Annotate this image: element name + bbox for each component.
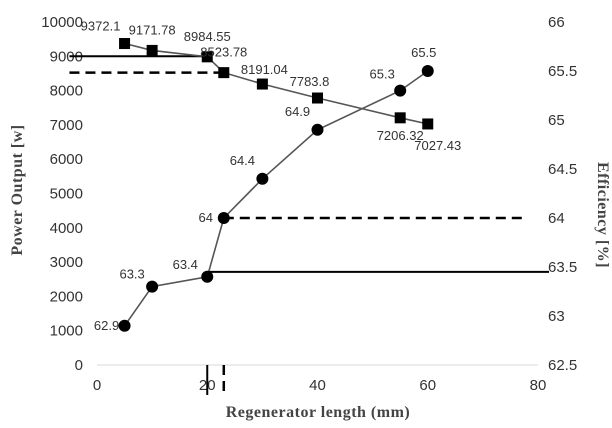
power-output-data-label: 7206.32 <box>377 128 424 143</box>
y-tick-label: 4000 <box>50 220 83 237</box>
efficiency-marker <box>201 270 214 283</box>
power-output-data-label: 7783.8 <box>290 74 330 89</box>
efficiency-marker <box>146 280 159 293</box>
y-tick-label: 5000 <box>50 186 83 203</box>
y2-tick-label: 63.5 <box>548 259 577 276</box>
power-output-data-label: 8523.78 <box>200 45 247 60</box>
reference-lines-layer <box>69 55 550 395</box>
power-output-marker <box>394 112 406 124</box>
power-output-marker <box>201 51 213 63</box>
y-tick-label: 9000 <box>50 48 83 65</box>
y-tick-label: 10000 <box>41 14 83 31</box>
y2-tick-label: 62.5 <box>548 357 577 374</box>
y2-tick-label: 64 <box>548 210 565 227</box>
power-output-marker <box>119 38 131 50</box>
y2-axis-title: Efficiency [%] <box>594 162 611 268</box>
axes-layer: 0 1000 2000 3000 4000 5000 6000 7000 8000 9000 100… <box>41 14 577 394</box>
y-tick-label: 7000 <box>50 117 83 134</box>
efficiency-data-label: 65.5 <box>411 45 436 60</box>
efficiency-data-label: 63.4 <box>173 257 198 272</box>
x-axis-title: Regenerator length (mm) <box>226 404 410 421</box>
efficiency-marker <box>421 65 434 77</box>
power-output-data-label: 9171.78 <box>129 22 176 37</box>
efficiency-data-label: 63.3 <box>119 267 144 282</box>
power-output-marker <box>218 67 230 79</box>
power-output-data-label: 9372.1 <box>81 19 121 34</box>
efficiency-data-label: 64 <box>199 210 213 225</box>
x-tick-label: 0 <box>93 377 101 394</box>
y-axis-title: Power Output [w] <box>9 124 26 255</box>
power-output-data-label: 8191.04 <box>241 62 288 77</box>
power-output-marker <box>256 78 268 90</box>
power-output-marker <box>146 44 158 56</box>
efficiency-marker <box>217 212 230 224</box>
series-lines-layer <box>123 42 429 327</box>
x-tick-label: 40 <box>309 377 326 394</box>
efficiency-data-label: 65.3 <box>370 67 395 82</box>
markers-layer <box>118 38 434 332</box>
efficiency-marker <box>256 172 269 185</box>
series-2-line <box>123 70 429 327</box>
power-output-marker <box>312 92 323 104</box>
x-tick-label: 80 <box>530 377 547 394</box>
y-tick-label: 3000 <box>50 254 83 271</box>
y2-tick-label: 63 <box>548 308 565 325</box>
power-output-data-label: 8984.55 <box>184 29 231 44</box>
y2-tick-label: 66 <box>548 14 565 31</box>
y-tick-label: 6000 <box>50 151 83 168</box>
efficiency-marker <box>394 84 407 97</box>
x-tick-label: 60 <box>419 377 436 394</box>
efficiency-data-label: 62.9 <box>94 318 119 333</box>
y2-tick-label: 65.5 <box>548 63 577 80</box>
y-tick-label: 0 <box>75 357 83 374</box>
y2-tick-label: 65 <box>548 112 565 129</box>
y-tick-label: 2000 <box>50 288 83 305</box>
power-output-marker <box>422 118 434 130</box>
power-output-data-label: 7027.43 <box>414 138 461 153</box>
y2-tick-label: 64.5 <box>548 161 577 178</box>
efficiency-data-label: 64.9 <box>285 104 310 119</box>
y-tick-label: 1000 <box>50 323 83 340</box>
series-1-line <box>124 42 428 125</box>
efficiency-marker <box>118 319 131 332</box>
y-tick-label: 8000 <box>50 83 83 100</box>
efficiency-data-label: 64.4 <box>230 153 255 168</box>
efficiency-marker <box>311 123 324 136</box>
